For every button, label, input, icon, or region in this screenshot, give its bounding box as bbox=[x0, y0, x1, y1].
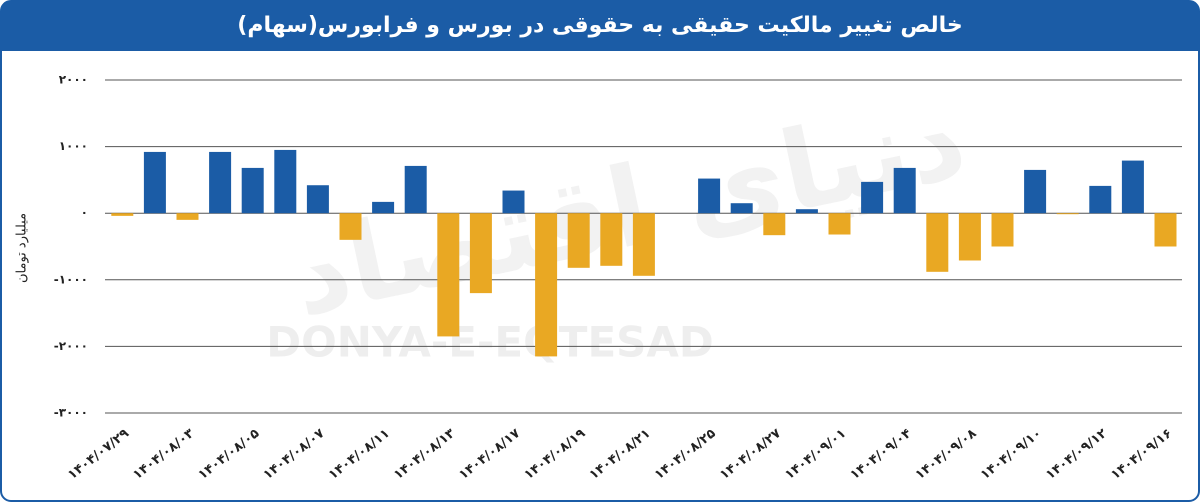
bar bbox=[176, 213, 199, 220]
bar bbox=[535, 213, 558, 357]
bar bbox=[991, 213, 1014, 247]
bar bbox=[828, 213, 851, 235]
bar bbox=[795, 209, 818, 214]
y-tick-label: ۲۰۰۰ bbox=[59, 73, 88, 87]
watermark: DONYA-E-EQTESAD bbox=[266, 318, 714, 367]
bar bbox=[339, 213, 362, 240]
bar bbox=[861, 181, 884, 214]
bar bbox=[926, 213, 949, 272]
bar bbox=[437, 213, 460, 337]
bar bbox=[143, 151, 166, 214]
bar bbox=[958, 213, 981, 261]
bar bbox=[1121, 160, 1144, 214]
bar bbox=[209, 151, 232, 214]
bar bbox=[567, 213, 590, 268]
y-tick-label: ۰ bbox=[81, 206, 88, 220]
bar bbox=[600, 213, 623, 266]
bar bbox=[404, 165, 427, 214]
bar bbox=[1056, 213, 1079, 215]
y-tick-label: -۳۰۰۰ bbox=[54, 406, 88, 420]
bar bbox=[1024, 169, 1047, 214]
bar bbox=[469, 213, 492, 294]
bar bbox=[1089, 185, 1112, 214]
bar bbox=[502, 190, 525, 214]
bar bbox=[306, 185, 329, 214]
bar bbox=[632, 213, 655, 276]
y-axis-label: میلیارد تومان bbox=[15, 213, 30, 283]
bar bbox=[893, 167, 916, 214]
bar bbox=[1154, 213, 1177, 247]
y-tick-label: ۱۰۰۰ bbox=[59, 139, 88, 153]
y-tick-label: -۲۰۰۰ bbox=[54, 339, 88, 353]
bar bbox=[111, 213, 134, 216]
bar bbox=[763, 213, 786, 236]
bar bbox=[274, 149, 297, 214]
y-tick-label: -۱۰۰۰ bbox=[54, 272, 88, 286]
bar bbox=[372, 201, 395, 214]
bar bbox=[730, 203, 753, 214]
bar bbox=[698, 178, 721, 214]
header bbox=[1, 1, 1199, 51]
chart-title: خالص تغییر مالکیت حقیقی به حقوقی در بورس… bbox=[237, 13, 962, 38]
bar bbox=[241, 167, 264, 214]
